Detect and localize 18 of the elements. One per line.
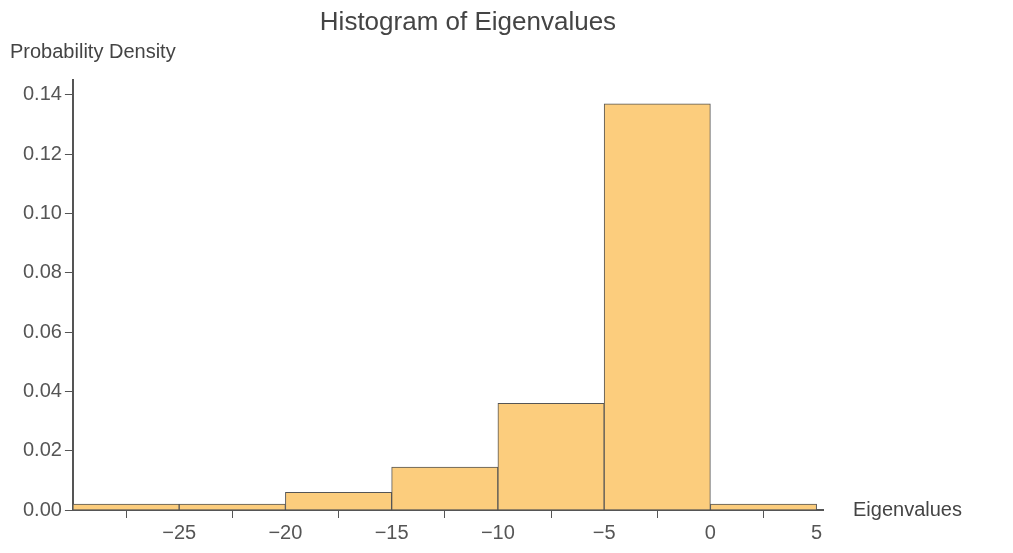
x-tick-label: −15: [374, 520, 409, 543]
y-tick-label: 0.00: [22, 497, 62, 520]
x-tick-label: −25: [162, 520, 197, 543]
x-axis-title: Eigenvalues: [853, 497, 962, 520]
x-tick-label: −5: [592, 520, 616, 543]
y-tick-label: 0.02: [22, 438, 62, 461]
y-tick-label: 0.06: [22, 319, 62, 342]
y-tick-label: 0.08: [22, 260, 62, 283]
x-tick-label: −20: [268, 520, 303, 543]
chart-title: Histogram of Eigenvalues: [319, 6, 617, 37]
y-tick-label: 0.12: [22, 141, 62, 164]
y-tick-label: 0.10: [22, 200, 62, 223]
x-tick-label: −10: [480, 520, 515, 543]
y-tick-label: 0.04: [22, 378, 62, 401]
y-axis-title: Probability Density: [10, 39, 176, 62]
y-tick-label: 0.14: [22, 82, 62, 105]
x-tick-label: 0: [704, 520, 716, 543]
x-tick-label: 5: [811, 520, 823, 543]
